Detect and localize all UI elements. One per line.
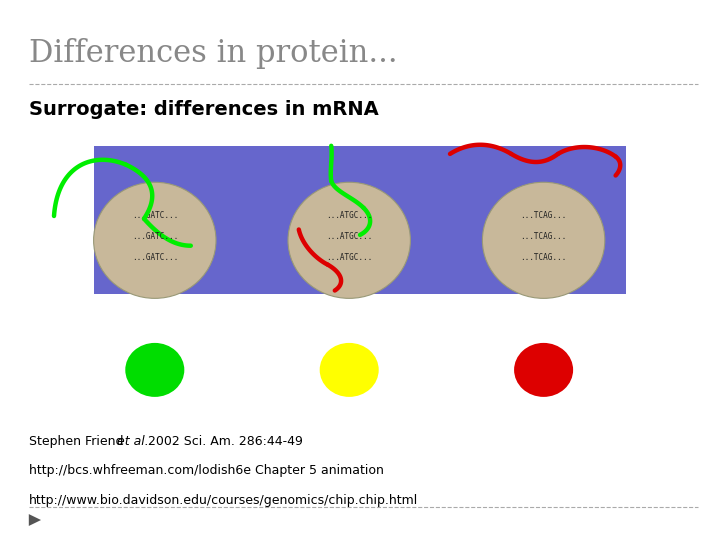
- Ellipse shape: [514, 343, 573, 397]
- Text: ...ATGC...: ...ATGC...: [326, 232, 372, 241]
- Polygon shape: [29, 514, 41, 526]
- Ellipse shape: [288, 182, 410, 298]
- Text: http://www.bio.davidson.edu/courses/genomics/chip.chip.html: http://www.bio.davidson.edu/courses/geno…: [29, 494, 418, 507]
- Text: ...ATGC...: ...ATGC...: [326, 212, 372, 220]
- Text: Surrogate: differences in mRNA: Surrogate: differences in mRNA: [29, 100, 379, 119]
- Ellipse shape: [94, 182, 216, 298]
- Text: ...ATGC...: ...ATGC...: [326, 253, 372, 261]
- Text: ...GATC...: ...GATC...: [132, 212, 178, 220]
- FancyBboxPatch shape: [94, 146, 626, 294]
- Text: ...TCAG...: ...TCAG...: [521, 253, 567, 261]
- Ellipse shape: [482, 182, 605, 298]
- Text: ...GATC...: ...GATC...: [132, 232, 178, 241]
- Ellipse shape: [125, 343, 184, 397]
- Text: Stephen Friend: Stephen Friend: [29, 435, 127, 448]
- Text: 2002 Sci. Am. 286:44-49: 2002 Sci. Am. 286:44-49: [144, 435, 303, 448]
- Text: ...TCAG...: ...TCAG...: [521, 232, 567, 241]
- Text: ...GATC...: ...GATC...: [132, 253, 178, 261]
- Ellipse shape: [320, 343, 379, 397]
- Text: Differences in protein...: Differences in protein...: [29, 38, 397, 69]
- Text: http://bcs.whfreeman.com/lodish6e Chapter 5 animation: http://bcs.whfreeman.com/lodish6e Chapte…: [29, 464, 384, 477]
- Text: ...TCAG...: ...TCAG...: [521, 212, 567, 220]
- Text: et al.: et al.: [117, 435, 148, 448]
